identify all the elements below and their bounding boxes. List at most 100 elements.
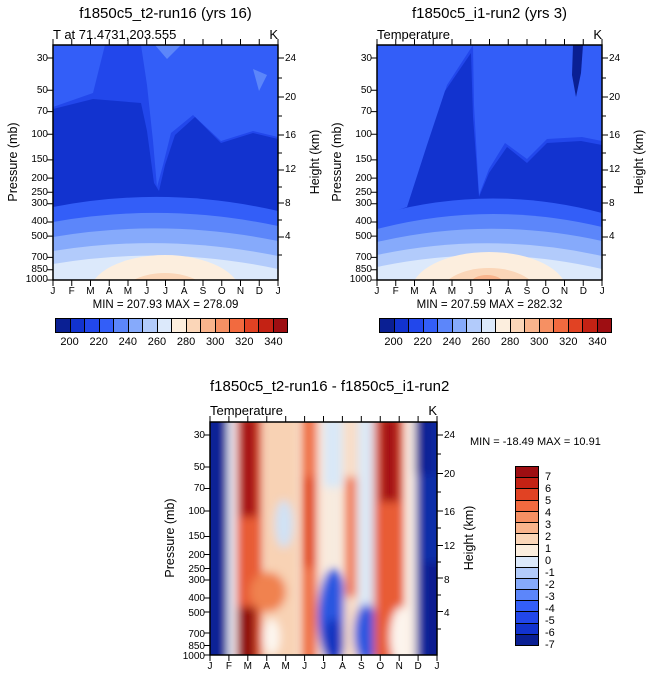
month-label: D — [579, 286, 587, 297]
difference-colorbar-labels: 7 6 5 4 3 2 1 0 -1 -2 -3 -4 -5 -6 -7 — [545, 471, 555, 651]
month-label: S — [358, 661, 365, 672]
height-axis-title: Height (km) — [632, 129, 646, 195]
height-tick-label: 12 — [444, 541, 456, 552]
height-tick-label: 8 — [285, 198, 291, 209]
pressure-tick-label: 1000 — [182, 651, 205, 662]
month-label: M — [281, 661, 290, 672]
temperature-difference-contour-field — [204, 416, 443, 661]
pressure-tick-label: 500 — [355, 231, 372, 242]
height-tick-label: 4 — [444, 608, 450, 619]
colorbar-cell — [516, 577, 538, 590]
temperature-colorbar — [55, 318, 288, 333]
month-label: A — [339, 661, 346, 672]
pressure-tick-label: 50 — [360, 85, 372, 96]
pressure-tick-label: 200 — [355, 173, 372, 184]
height-tick-label: 20 — [444, 469, 456, 480]
pressure-tick-label: 100 — [188, 506, 205, 517]
colorbar-tick-label: 340 — [588, 336, 607, 348]
month-label: A — [504, 286, 512, 297]
colorbar-cell — [516, 477, 538, 489]
pressure-tick-label: 850 — [188, 641, 205, 652]
height-tick-label: 4 — [609, 231, 615, 242]
month-label: A — [429, 286, 437, 297]
colorbar-cell — [185, 319, 200, 332]
colorbar-cell — [516, 499, 538, 511]
month-label: D — [255, 286, 263, 297]
height-tick-label: 20 — [285, 92, 297, 103]
colorbar-cell — [582, 319, 597, 332]
colorbar-cell — [516, 622, 538, 634]
month-label: J — [207, 661, 213, 672]
month-label: J — [275, 286, 281, 297]
colorbar-cell — [538, 319, 553, 332]
colorbar-cell — [509, 319, 524, 332]
colorbar-tick-label: 0 — [545, 555, 552, 567]
colorbar-cell — [466, 319, 481, 332]
colorbar-cell — [596, 319, 611, 332]
colorbar-tick-label: -1 — [545, 567, 555, 579]
height-tick-label: 16 — [285, 130, 297, 141]
colorbar-cell — [408, 319, 423, 332]
pressure-tick-label: 30 — [360, 53, 372, 64]
colorbar-cell — [516, 566, 538, 578]
colorbar-tick-label: 280 — [500, 336, 520, 348]
height-tick-label: 4 — [285, 231, 291, 242]
month-label: J — [50, 286, 56, 297]
pressure-tick-label: 700 — [355, 252, 372, 263]
pressure-tick-label: 850 — [355, 264, 372, 275]
height-axis-labels: 24 20 16 12 8 4 — [609, 45, 643, 280]
colorbar-tick-label: 280 — [176, 336, 196, 348]
units-label: K — [269, 27, 278, 42]
temperature-contour-field — [47, 39, 284, 286]
height-tick-label: 16 — [609, 130, 621, 141]
pressure-tick-label: 200 — [188, 550, 205, 561]
colorbar-cell — [200, 319, 215, 332]
units-label: K — [593, 27, 602, 42]
colorbar-tick-label: 7 — [545, 471, 552, 483]
colorbar-tick-label: -5 — [545, 615, 555, 627]
colorbar-tick-label: 260 — [147, 336, 167, 348]
pressure-tick-label: 100 — [31, 129, 48, 140]
temperature-colorbar-labels: 200 220 240 260 280 300 320 340 — [55, 336, 288, 348]
colorbar-cell — [142, 319, 157, 332]
height-tick-label: 8 — [609, 198, 615, 209]
field-subtitle: T at 71.4731,203.555 — [53, 27, 177, 42]
pressure-tick-label: 400 — [31, 216, 48, 227]
height-tick-label: 24 — [609, 53, 621, 64]
month-label: S — [199, 286, 207, 297]
month-label: A — [105, 286, 113, 297]
pressure-tick-label: 100 — [355, 129, 372, 140]
pressure-tick-label: 50 — [36, 85, 48, 96]
pressure-tick-label: 700 — [188, 629, 205, 640]
panel-difference: f1850c5_t2-run16 - f1850c5_i1-run2 Tempe… — [157, 370, 647, 677]
colorbar-tick-label: -7 — [545, 639, 555, 651]
month-label: M — [86, 286, 95, 297]
month-label: J — [468, 286, 474, 297]
colorbar-tick-label: 320 — [559, 336, 578, 348]
colorbar-cell — [516, 488, 538, 500]
pressure-tick-label: 30 — [193, 430, 205, 441]
pressure-tick-label: 250 — [355, 187, 372, 198]
pressure-tick-label: 150 — [188, 531, 205, 542]
colorbar-tick-label: 200 — [60, 336, 79, 348]
colorbar-cell — [495, 319, 510, 332]
month-label: A — [180, 286, 188, 297]
colorbar-cell — [516, 544, 538, 556]
colorbar-tick-label: -2 — [545, 579, 555, 591]
colorbar-cell — [524, 319, 539, 332]
month-label: S — [523, 286, 531, 297]
colorbar-cell — [243, 319, 258, 332]
colorbar-tick-label: 3 — [545, 519, 552, 531]
colorbar-tick-label: 260 — [471, 336, 491, 348]
month-label: J — [374, 286, 380, 297]
pressure-axis-labels: 30 50 70 100 150 200 250 300 400 500 700 850 1000 — [0, 45, 48, 285]
temperature-colorbar-labels: 200 220 240 260 280 300 320 340 — [379, 336, 612, 348]
colorbar-cell — [516, 611, 538, 623]
pressure-tick-label: 400 — [188, 593, 205, 604]
colorbar-tick-label: -6 — [545, 627, 555, 639]
colorbar-cell — [451, 319, 466, 332]
pressure-tick-label: 30 — [36, 53, 48, 64]
